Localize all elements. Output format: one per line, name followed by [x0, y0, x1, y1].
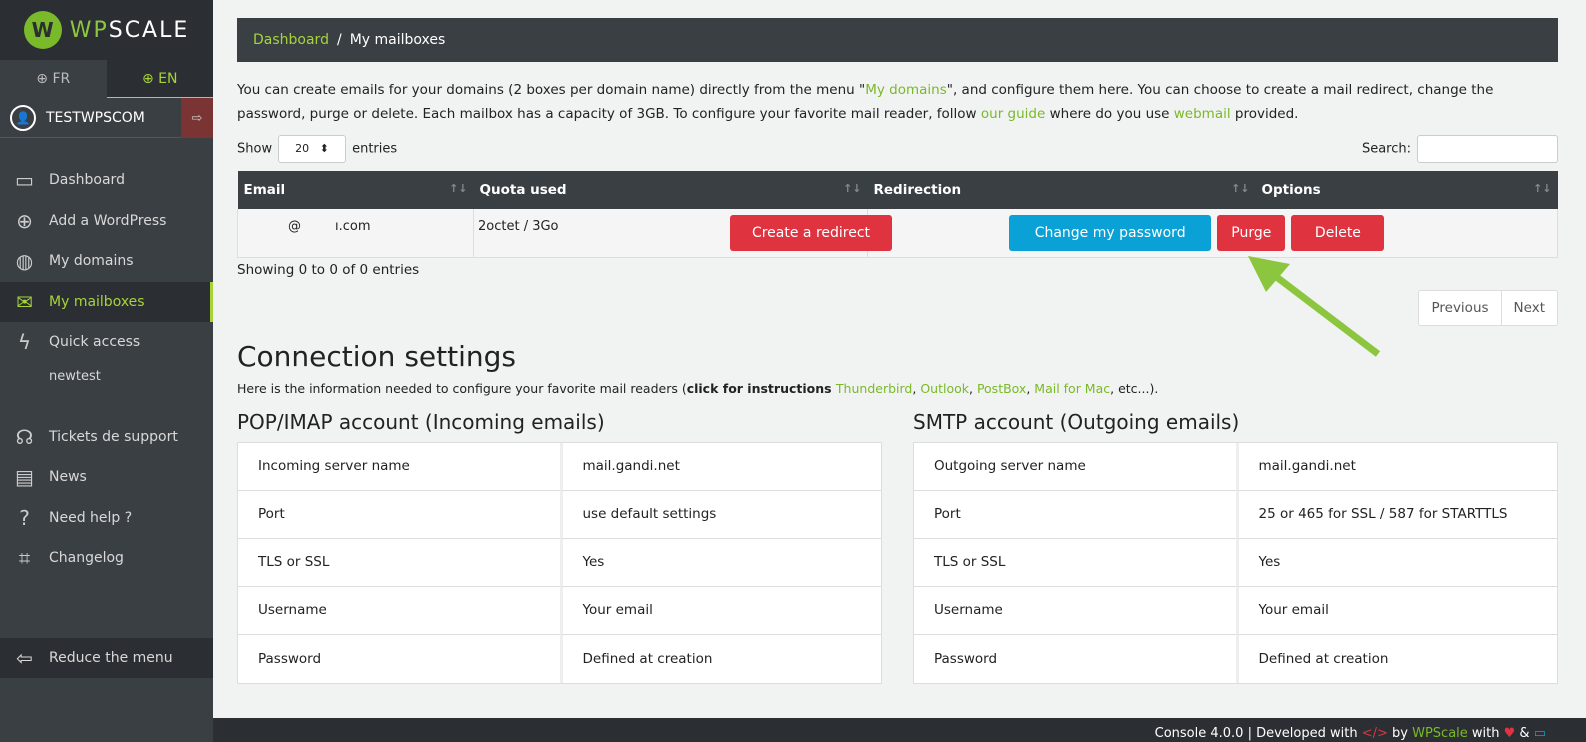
envelope-icon: ✉ [16, 289, 33, 314]
table-row: Outgoing server name mail.gandi.net [914, 442, 1557, 491]
mailbox-table: Email ↑↓ Quota used ↑↓ Redirection ↑↓ Optio… [237, 171, 1558, 258]
purge-button[interactable]: Purge [1217, 215, 1286, 251]
sidebar: W WPSCALE ⊕ FR ⊕ EN 👤 TESTWPSCOM ⇨ ▭ Dashb… [0, 0, 213, 742]
table-row: TLS or SSL Yes [238, 538, 881, 587]
pop-table: Incoming server name mail.gandi.net Port us… [237, 441, 882, 684]
my-domains-link[interactable]: My domains [865, 82, 947, 98]
mail-for-mac-link[interactable]: Mail for Mac [1034, 380, 1111, 396]
sidebar-item-add-a-wordpress[interactable]: ⊕ Add a WordPress [0, 201, 213, 242]
wpscale-logo-icon: W [23, 11, 62, 49]
pop-title: POP/IMAP account (Incoming emails) [237, 409, 605, 434]
headset-icon: ☊ [15, 424, 34, 449]
chat-icon: ▤ [15, 465, 34, 490]
intro-text: You can create emails for your domains (… [237, 82, 1494, 122]
table-row: Port use default settings [238, 490, 881, 539]
plus-circle-icon: ⊕ [16, 208, 33, 233]
code-file-icon: ⌗ [18, 546, 31, 571]
screen-icon: ▭ [1533, 726, 1546, 741]
col-quota[interactable]: Quota used ↑↓ [473, 171, 868, 209]
username: TESTWPSCOM [46, 109, 145, 126]
wpscale-link[interactable]: WPScale [1412, 726, 1468, 741]
bolt-icon: ϟ [17, 330, 32, 355]
logout-icon[interactable]: ⇨ [181, 98, 213, 138]
sidebar-item-news[interactable]: ▤ News [0, 457, 213, 498]
sidebar-item-quick-access[interactable]: ϟ Quick access [0, 322, 213, 363]
annotation-arrow [1248, 256, 1381, 357]
change-password-button[interactable]: Change my password [1009, 215, 1212, 251]
user-profile[interactable]: 👤 TESTWPSCOM ⇨ [0, 98, 213, 138]
previous-button[interactable]: Previous [1431, 300, 1489, 316]
arrow-left-icon: ⇦ [16, 646, 33, 670]
sidebar-item-my-domains[interactable]: ◍ My domains [0, 241, 213, 282]
connection-desc: Here is the information needed to config… [237, 380, 1159, 396]
breadcrumb-dashboard[interactable]: Dashboard [253, 32, 329, 48]
table-row: Password Defined at creation [238, 634, 881, 683]
monitor-icon: ▭ [15, 168, 34, 193]
sidebar-item-my-mailboxes[interactable]: ✉ My mailboxes [0, 281, 213, 322]
table-row: TLS or SSL Yes [914, 538, 1557, 587]
table-row: Username Your email [914, 586, 1557, 635]
webmail-link[interactable]: webmail [1173, 106, 1231, 122]
col-email[interactable]: Email ↑↓ [237, 171, 474, 209]
sidebar-item-need-help[interactable]: ? Need help ? [0, 498, 213, 539]
create-redirect-button[interactable]: Create a redirect [730, 215, 892, 251]
table-row: @ ı.com 2octet / 3Go Create a redirect Ch… [237, 209, 1558, 258]
quick-access-newtest[interactable]: newtest [49, 369, 101, 384]
sidebar-item-tickets-de-support[interactable]: ☊ Tickets de support [0, 417, 213, 458]
next-button[interactable]: Next [1500, 291, 1557, 325]
pagination: Previous Next [1418, 290, 1558, 326]
connection-title: Connection settings [237, 339, 516, 373]
guide-link[interactable]: our guide [980, 106, 1046, 122]
breadcrumb-current: My mailboxes [349, 32, 446, 48]
lang-fr[interactable]: ⊕ FR [0, 60, 107, 98]
col-redirection[interactable]: Redirection ↑↓ [867, 171, 1256, 209]
outlook-link[interactable]: Outlook [920, 380, 969, 396]
sidebar-item-changelog[interactable]: ⌗ Changelog [0, 538, 213, 579]
col-options[interactable]: Options ↑↓ [1255, 171, 1558, 209]
user-icon: 👤 [10, 104, 36, 131]
globe-icon: ◍ [15, 249, 34, 274]
lang-en[interactable]: ⊕ EN [106, 60, 213, 98]
question-icon: ? [19, 505, 30, 530]
breadcrumb: Dashboard / My mailboxes [237, 18, 1558, 62]
table-row: Password Defined at creation [914, 634, 1557, 683]
footer: Console 4.0.0 | Developed with </> by WP… [213, 718, 1586, 742]
globe-icon: ⊕ [141, 70, 154, 87]
smtp-table: Outgoing server name mail.gandi.net Port 25… [913, 441, 1558, 684]
globe-icon: ⊕ [36, 71, 48, 87]
search-input[interactable] [1417, 135, 1558, 163]
heart-icon: ♥ [1503, 726, 1516, 741]
entries-select[interactable]: 20 ⬍ [278, 135, 347, 163]
table-info: Showing 0 to 0 of 0 entries [237, 261, 420, 278]
smtp-title: SMTP account (Outgoing emails) [913, 409, 1240, 434]
postbox-link[interactable]: PostBox [976, 380, 1027, 396]
code-icon: </> [1361, 726, 1388, 741]
reduce-menu-button[interactable]: ⇦ Reduce the menu [0, 638, 213, 678]
thunderbird-link[interactable]: Thunderbird [835, 380, 913, 396]
sidebar-item-dashboard[interactable]: ▭ Dashboard [0, 160, 213, 201]
table-row: Username Your email [238, 586, 881, 635]
logo[interactable]: W WPSCALE [0, 0, 213, 60]
table-row: Port 25 or 465 for SSL / 587 for STARTTLS [914, 490, 1557, 539]
table-row: Incoming server name mail.gandi.net [238, 442, 881, 491]
delete-button[interactable]: Delete [1291, 215, 1385, 251]
